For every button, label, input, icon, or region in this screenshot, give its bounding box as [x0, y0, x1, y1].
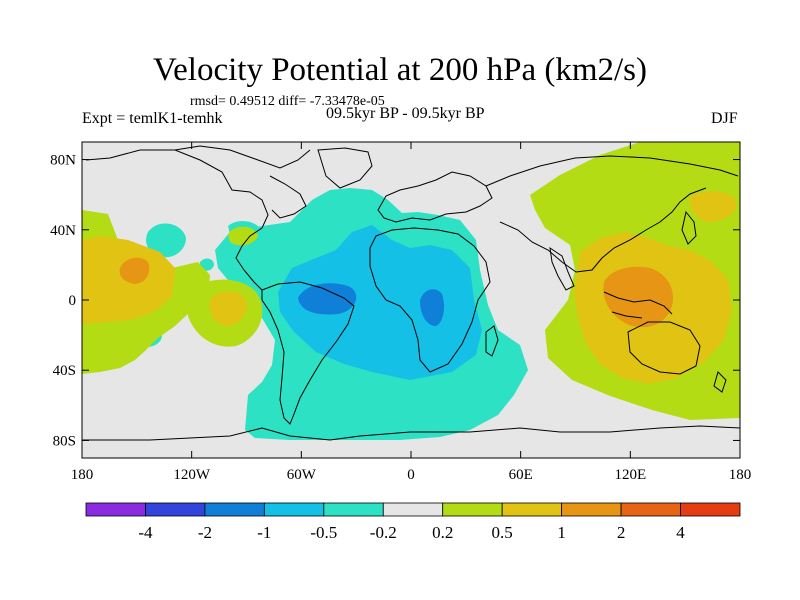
colorbar-swatch	[442, 502, 503, 517]
colorbar-swatch	[204, 502, 265, 517]
coastline-antarctica	[82, 425, 740, 441]
statistics-text: rmsd= 0.49512 diff= -7.33478e-05	[190, 94, 385, 109]
colorbar-label: -0.2	[370, 523, 397, 542]
colorbar-swatch	[323, 502, 384, 517]
lon-tick-label: 120W	[173, 467, 211, 483]
map-area	[82, 142, 740, 458]
coastlines	[82, 145, 740, 441]
colorbar: -4 -2 -1 -0.5 -0.2 0.2 0.5 1 2 4	[85, 502, 741, 542]
coastline-africa	[369, 227, 491, 373]
lat-tick-label: 40S	[53, 363, 76, 379]
colorbar-swatch	[501, 502, 563, 517]
lon-tick-label: 60W	[287, 467, 317, 483]
lon-tick-label: 180	[729, 467, 752, 483]
coastline-greenland	[317, 147, 373, 189]
coastline-canada-arctic	[174, 145, 311, 219]
colorbar-label: -1	[257, 523, 271, 542]
colorbar-label: 1	[557, 523, 566, 542]
colorbar-label: -2	[198, 523, 212, 542]
lon-tick-label: 180	[71, 467, 94, 483]
colorbar-label: 0.2	[432, 523, 453, 542]
contour-northeast-asia-positive	[689, 191, 737, 222]
coastline-south-america	[261, 281, 355, 425]
colorbar-swatch	[145, 502, 206, 517]
coastline-japan	[681, 210, 697, 245]
lat-tick-label: 80S	[53, 433, 76, 449]
colorbar-swatch	[680, 502, 741, 517]
coastline-europe	[377, 171, 493, 223]
contour-amazon-minimum	[298, 283, 357, 315]
coastline-madagascar	[485, 325, 499, 357]
colorbar-swatch	[561, 502, 622, 517]
coastline-australia	[627, 321, 701, 375]
coastline-north-america	[85, 149, 269, 291]
contour-pacific-small-blob	[200, 258, 214, 271]
contour-south-america-africa-core	[278, 225, 482, 380]
colorbar-swatch	[382, 502, 444, 517]
colorbar-label: 4	[676, 523, 685, 542]
colorbar-label: -0.5	[310, 523, 337, 542]
coastline-asia	[485, 155, 739, 273]
lon-tick-label: 60E	[509, 467, 533, 483]
chart-title: Velocity Potential at 200 hPa (km2/s)	[152, 52, 648, 88]
lat-tick-label: 0	[69, 293, 77, 309]
contour-maritime-continent-maximum	[603, 266, 674, 328]
coastline-india	[549, 246, 575, 291]
colorbar-label: 2	[617, 523, 626, 542]
colorbar-swatch	[263, 502, 325, 517]
colorbar-swatch	[620, 502, 681, 517]
contour-central-pacific-maximum	[119, 257, 150, 284]
contour-congo-minimum	[420, 289, 444, 326]
period-label: 09.5kyr BP - 09.5kyr BP	[326, 105, 485, 122]
colorbar-swatch	[85, 502, 146, 517]
latitude-axis: 80N 40N 0 40S 80S	[50, 153, 740, 449]
contour-north-pacific-blob	[146, 223, 186, 258]
experiment-label: Expt = temlK1-temhk	[82, 110, 223, 127]
longitude-axis: 180 120W 60W 0 60E 120E 180	[71, 142, 752, 483]
colorbar-label: 0.5	[492, 523, 513, 542]
lat-tick-label: 80N	[50, 153, 76, 169]
coastline-indonesia	[603, 291, 673, 319]
colorbar-label: -4	[138, 523, 153, 542]
lon-tick-label: 120E	[614, 467, 646, 483]
contour-east-pacific-positive	[209, 291, 247, 326]
season-label: DJF	[711, 110, 738, 127]
lon-tick-label: 0	[407, 467, 415, 483]
contour-gulf-positive	[228, 226, 258, 246]
lat-tick-label: 40N	[50, 223, 76, 239]
coastline-new-zealand	[713, 371, 727, 393]
